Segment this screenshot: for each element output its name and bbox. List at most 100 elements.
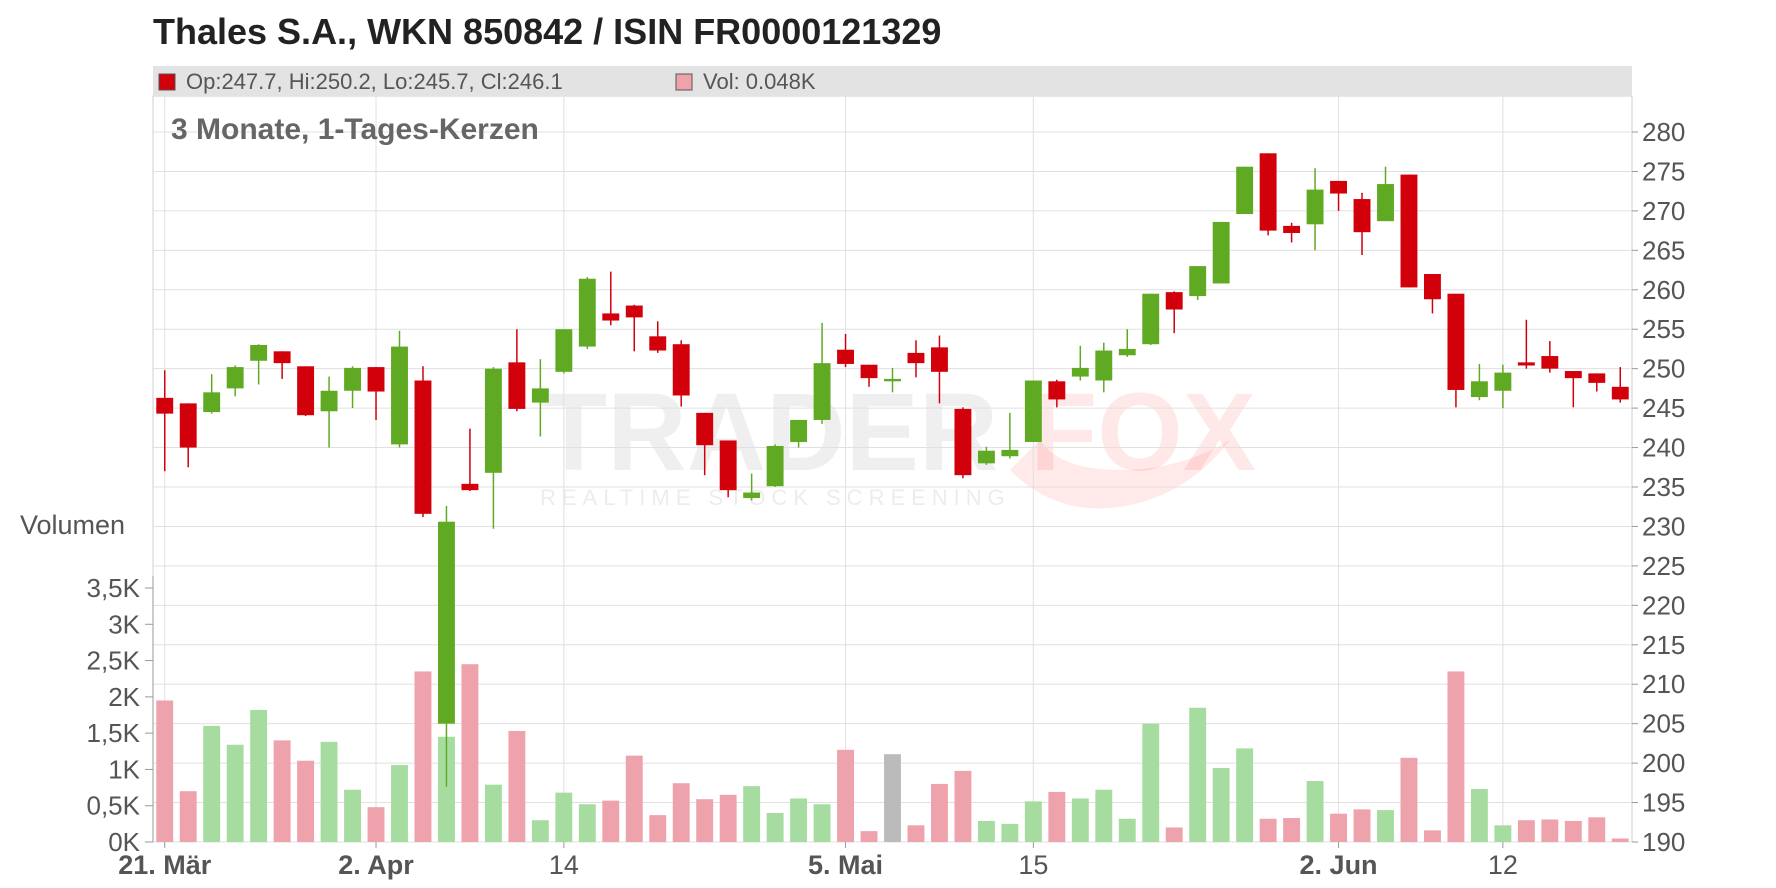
volume-tick-label: 3,5K [87,573,141,603]
traderfox-watermark: TRADER FOX REALTIME STOCK SCREENING [540,371,1256,510]
volume-bar [649,815,667,842]
volume-bar [1611,838,1629,842]
volume-bar [578,804,596,842]
volume-bar [1142,723,1160,842]
volume-bar [250,709,268,842]
volume-bar [226,744,244,842]
volume-tick-label: 1,5K [87,718,141,748]
volume-bar [602,800,620,842]
volume-bar [696,799,714,842]
volume-bar [1400,757,1418,842]
candlesticks [156,153,1629,787]
info-bar [153,66,1632,96]
candle-body [531,388,549,403]
volume-bar [1564,820,1582,842]
price-tick-label: 270 [1642,196,1685,226]
candle-body [1588,373,1606,383]
candle-body [226,367,244,389]
volume-bar [1447,671,1465,842]
date-tick-label: 2. Jun [1300,850,1378,880]
candle-body [484,368,502,473]
candle-body [977,450,995,464]
volume-bar [156,700,174,842]
volume-bar [884,754,901,842]
candle-body [1118,348,1136,356]
price-tick-label: 255 [1642,314,1685,344]
chart-title: Thales S.A., WKN 850842 / ISIN FR0000121… [153,11,941,52]
volume-bar [1424,830,1441,842]
date-tick-label: 14 [549,850,579,880]
candle-body [1517,362,1535,366]
volume-bar [484,784,502,842]
date-tick-label: 2. Apr [338,850,414,880]
volume-bar [1095,789,1113,842]
volume-bar [977,820,995,842]
volume-bar [1517,820,1535,842]
date-tick-label: 5. Mai [808,850,883,880]
price-tick-label: 240 [1642,433,1685,463]
candle-body [884,378,901,382]
volume-axis-title: Volumen [20,510,125,540]
volume-bar [1353,809,1371,842]
candle-body [461,483,479,491]
candle-body [766,445,784,487]
volume-bar [414,671,432,842]
candle-body [508,362,526,409]
candle-body [1189,266,1207,297]
volume-bar [203,725,221,842]
volume-bar [297,760,315,842]
candle-body [1447,293,1465,390]
price-tick-label: 200 [1642,748,1685,778]
candle-legend-swatch [158,73,176,91]
price-tick-label: 280 [1642,117,1685,147]
price-tick-label: 220 [1642,590,1685,620]
volume-bar [1024,801,1042,842]
candle-body [649,336,667,351]
price-tick-label: 230 [1642,511,1685,541]
candle-info-text: Op:247.7, Hi:250.2, Lo:245.7, Cl:246.1 [186,69,563,94]
candle-body [602,313,620,321]
volume-tick-label: 0,5K [87,791,141,821]
volume-bar [1236,748,1254,842]
volume-bar [555,792,573,842]
date-tick-label: 21. Mär [118,850,212,880]
volume-bar [1377,810,1394,842]
date-tick-label: 12 [1488,850,1518,880]
candle-body [672,344,690,396]
candle-body [813,363,831,420]
volume-bar [1330,813,1347,842]
candle-body [625,305,643,318]
volume-bar [1001,823,1019,842]
candle-body [1306,189,1324,225]
price-tick-label: 195 [1642,788,1685,818]
volume-bar [1071,798,1089,842]
candle-body [1142,293,1160,345]
volume-bar [743,786,761,842]
candle-body [1001,449,1019,457]
candle-body [1611,386,1629,400]
volume-tick-label: 2,5K [87,646,141,676]
volume-bar [672,783,690,842]
candle-body [719,440,737,491]
volume-bar [1541,819,1559,842]
price-tick-label: 265 [1642,235,1685,265]
candle-body [156,397,174,414]
volume-bar [438,736,455,842]
price-tick-label: 260 [1642,275,1685,305]
volume-bar [1494,825,1512,842]
candle-body [320,390,338,412]
volume-bar [813,804,831,842]
candle-body [1470,381,1488,398]
volume-bar [931,783,948,842]
candle-body [1424,274,1441,300]
volume-bar [790,798,808,842]
volume-bar [1118,818,1136,842]
candle-body [1165,292,1183,310]
candle-body [179,403,197,448]
candle-body [907,352,925,364]
candle-body [1400,174,1418,288]
volume-bar [954,770,972,842]
price-tick-label: 250 [1642,354,1685,384]
date-tick-label: 15 [1018,850,1048,880]
